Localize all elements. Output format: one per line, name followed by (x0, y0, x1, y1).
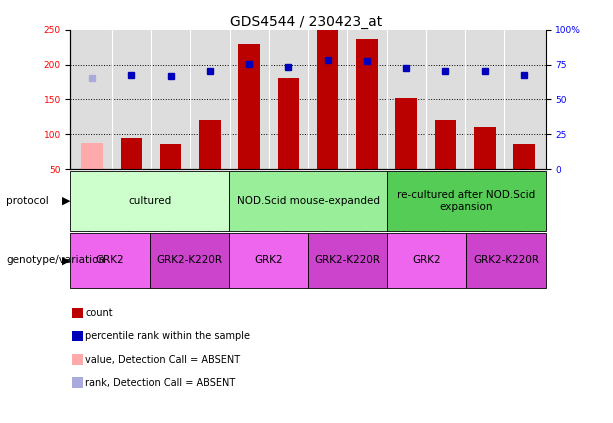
Text: protocol: protocol (6, 196, 49, 206)
Text: GRK2-K220R: GRK2-K220R (314, 255, 381, 265)
Text: re-cultured after NOD.Scid
expansion: re-cultured after NOD.Scid expansion (397, 190, 536, 212)
Text: value, Detection Call = ABSENT: value, Detection Call = ABSENT (85, 354, 240, 365)
Text: cultured: cultured (128, 196, 171, 206)
Bar (387, 233, 466, 288)
Bar (317, 30, 338, 169)
Bar (160, 144, 181, 169)
Bar (395, 98, 417, 169)
Bar (150, 233, 229, 288)
Text: count: count (85, 308, 113, 318)
Text: GRK2: GRK2 (254, 255, 283, 265)
Text: GRK2-K220R: GRK2-K220R (473, 255, 539, 265)
Text: GRK2-K220R: GRK2-K220R (156, 255, 223, 265)
Text: GRK2: GRK2 (96, 255, 124, 265)
Bar (229, 171, 387, 231)
Bar (466, 233, 546, 288)
Bar (474, 126, 495, 169)
Bar (229, 233, 308, 288)
Text: rank, Detection Call = ABSENT: rank, Detection Call = ABSENT (85, 378, 235, 388)
Bar (70, 171, 229, 231)
Bar (82, 143, 103, 169)
Bar (199, 121, 221, 169)
Text: genotype/variation: genotype/variation (6, 255, 105, 265)
Text: ▶: ▶ (62, 255, 70, 265)
Bar (121, 138, 142, 169)
Text: GRK2: GRK2 (413, 255, 441, 265)
Text: NOD.Scid mouse-expanded: NOD.Scid mouse-expanded (237, 196, 379, 206)
Bar (308, 233, 387, 288)
Text: ▶: ▶ (62, 196, 70, 206)
Bar (513, 144, 535, 169)
Bar (356, 38, 378, 169)
Text: GDS4544 / 230423_at: GDS4544 / 230423_at (230, 15, 383, 29)
Bar (278, 79, 299, 169)
Bar (70, 233, 150, 288)
Text: percentile rank within the sample: percentile rank within the sample (85, 331, 250, 341)
Bar (435, 120, 456, 169)
Bar (387, 171, 546, 231)
Bar (238, 44, 260, 169)
